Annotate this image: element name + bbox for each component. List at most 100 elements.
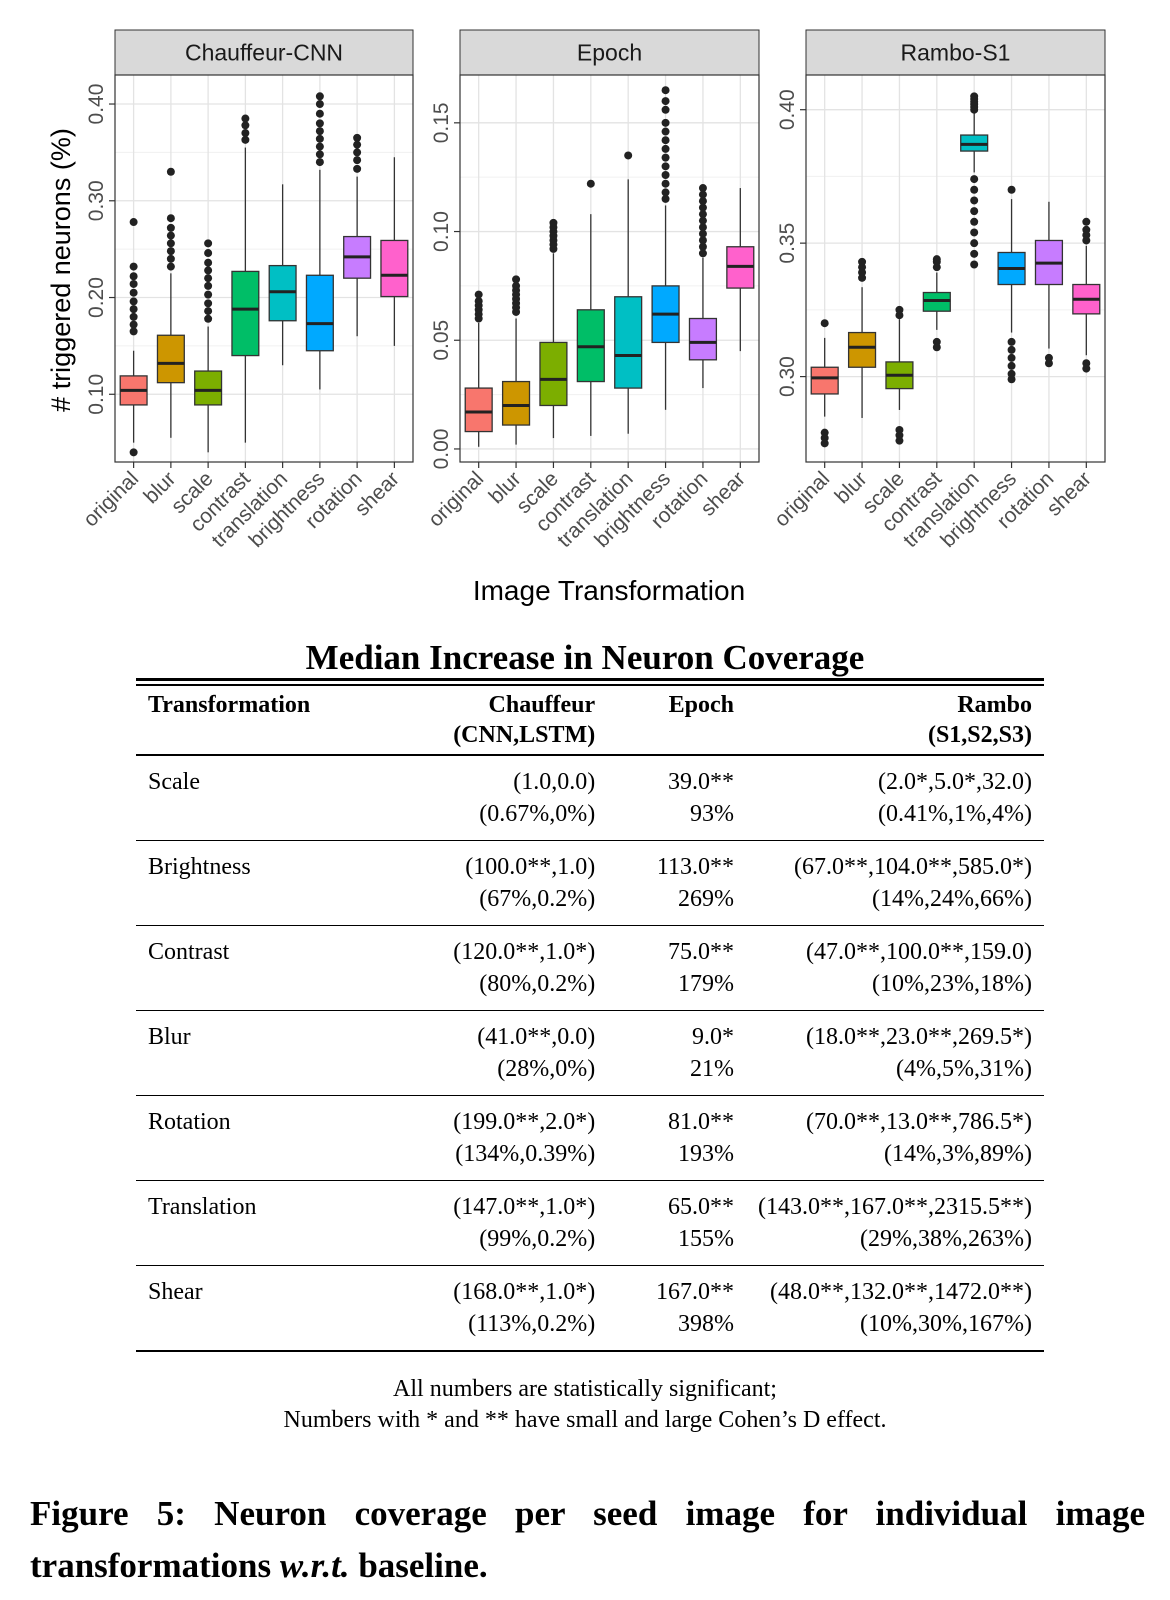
outlier-point bbox=[1007, 185, 1016, 194]
header-chauffeur: Chauffeur (CNN,LSTM) bbox=[390, 680, 607, 755]
outlier-point bbox=[204, 274, 213, 283]
cell-rambo-line: (14%,3%,89%) bbox=[884, 1141, 1032, 1167]
cell-rambo-line: (67.0**,104.0**,585.0*) bbox=[794, 854, 1032, 880]
outlier-point bbox=[970, 260, 979, 269]
cell-epoch: 167.0** 398% bbox=[607, 1266, 746, 1352]
cell-transformation: Rotation bbox=[136, 1096, 390, 1181]
cell-epoch: 9.0* 21% bbox=[607, 1011, 746, 1096]
cell-rambo-line: (4%,5%,31%) bbox=[896, 1056, 1032, 1082]
box-contrast bbox=[231, 270, 260, 357]
table-note: All numbers are statistically significan… bbox=[393, 1376, 777, 1402]
outlier-point bbox=[353, 156, 362, 165]
outlier-point bbox=[166, 247, 175, 256]
cell-rambo-line: (48.0**,132.0**,1472.0**) bbox=[770, 1279, 1032, 1305]
outlier-point bbox=[1007, 345, 1016, 354]
outlier-point bbox=[661, 162, 670, 171]
outlier-point bbox=[661, 127, 670, 136]
y-axis-title: # triggered neurons (%) bbox=[46, 128, 76, 412]
outlier-point bbox=[353, 140, 362, 149]
outlier-point bbox=[698, 197, 707, 206]
box-scale bbox=[539, 341, 568, 407]
outlier-point bbox=[820, 319, 829, 328]
outlier-point bbox=[129, 288, 138, 297]
outlier-point bbox=[970, 196, 979, 205]
coverage-table: Transformation Chauffeur (CNN,LSTM) Epoc… bbox=[136, 680, 1044, 1352]
header-epoch: Epoch bbox=[668, 692, 735, 718]
cell-transformation-line: Scale bbox=[148, 769, 200, 795]
outlier-point bbox=[698, 210, 707, 219]
cell-transformation: Scale bbox=[136, 755, 390, 841]
outlier-point bbox=[129, 218, 138, 227]
outlier-point bbox=[970, 185, 979, 194]
caption-tail: baseline. bbox=[349, 1546, 488, 1585]
table-row: Shear (168.0**,1.0*) (113%,0.2%) 167.0** 398… bbox=[136, 1266, 1044, 1352]
outlier-point bbox=[586, 179, 595, 188]
outlier-point bbox=[1007, 375, 1016, 384]
outlier-point bbox=[661, 105, 670, 114]
outlier-point bbox=[315, 127, 324, 136]
x-tick-label: original bbox=[79, 467, 143, 531]
y-tick-label: 0.35 bbox=[776, 223, 799, 264]
outlier-point bbox=[624, 151, 633, 160]
cell-epoch: 81.0** 193% bbox=[607, 1096, 746, 1181]
outlier-point bbox=[512, 275, 521, 284]
outlier-point bbox=[698, 190, 707, 199]
y-tick-label: 0.10 bbox=[85, 374, 108, 415]
cell-rambo: (18.0**,23.0**,269.5*) (4%,5%,31%) bbox=[746, 1011, 1044, 1096]
cell-epoch-line: 398% bbox=[678, 1311, 735, 1337]
outlier-point bbox=[129, 272, 138, 281]
cell-epoch-line: 155% bbox=[678, 1226, 735, 1252]
cell-rambo: (143.0**,167.0**,2315.5**) (29%,38%,263%) bbox=[746, 1181, 1044, 1266]
table-top-rule-inner bbox=[136, 684, 1044, 686]
facet-strip bbox=[114, 29, 414, 76]
y-tick-label: 0.20 bbox=[85, 277, 108, 318]
outlier-point bbox=[1044, 359, 1053, 368]
panel-border bbox=[459, 74, 760, 463]
table-notes: All numbers are statistically significan… bbox=[0, 1374, 1170, 1436]
cell-epoch-line: 93% bbox=[690, 801, 735, 827]
cell-chauffeur-line: (100.0**,1.0) bbox=[465, 854, 596, 880]
cell-rambo-line: (2.0*,5.0*,32.0) bbox=[878, 769, 1032, 795]
table-row: Contrast (120.0**,1.0*) (80%,0.2%) 75.0** 17… bbox=[136, 926, 1044, 1011]
outlier-point bbox=[241, 121, 250, 130]
figure-caption: Figure 5: Neuron coverage per seed image… bbox=[30, 1488, 1145, 1592]
outlier-point bbox=[970, 228, 979, 237]
cell-epoch: 65.0** 155% bbox=[607, 1181, 746, 1266]
cell-transformation-line: Brightness bbox=[148, 854, 251, 880]
outlier-point bbox=[353, 133, 362, 142]
outlier-point bbox=[895, 436, 904, 445]
outlier-point bbox=[970, 217, 979, 226]
cell-chauffeur-line: (168.0**,1.0*) bbox=[453, 1279, 596, 1305]
cell-epoch-line: 9.0* bbox=[692, 1024, 735, 1050]
facet-strip bbox=[805, 29, 1106, 76]
outlier-point bbox=[241, 114, 250, 123]
outlier-point bbox=[1082, 225, 1091, 234]
caption-lead: Figure 5: Neuron coverage per seed image… bbox=[30, 1494, 1145, 1585]
box-original bbox=[810, 366, 839, 395]
outlier-point bbox=[315, 119, 324, 128]
cell-rambo-line: (70.0**,13.0**,786.5*) bbox=[806, 1109, 1032, 1135]
cell-epoch-line: 21% bbox=[690, 1056, 735, 1082]
cell-rambo-line: (143.0**,167.0**,2315.5**) bbox=[758, 1194, 1032, 1220]
table-row: Rotation (199.0**,2.0*) (134%,0.39%) 81.0**… bbox=[136, 1096, 1044, 1181]
cell-epoch: 75.0** 179% bbox=[607, 926, 746, 1011]
outlier-point bbox=[1082, 217, 1091, 226]
cell-epoch: 113.0** 269% bbox=[607, 841, 746, 926]
outlier-point bbox=[698, 216, 707, 225]
outlier-point bbox=[661, 144, 670, 153]
outlier-point bbox=[204, 290, 213, 299]
facet-title: Epoch bbox=[577, 40, 642, 66]
cell-epoch-line: 39.0** bbox=[668, 769, 735, 795]
box-blur bbox=[156, 334, 185, 384]
outlier-point bbox=[204, 239, 213, 248]
outlier-point bbox=[820, 439, 829, 448]
cell-chauffeur-line: (41.0**,0.0) bbox=[477, 1024, 596, 1050]
x-tick-label: original bbox=[770, 467, 834, 531]
cell-chauffeur-line: (134%,0.39%) bbox=[455, 1141, 596, 1167]
box-brightness bbox=[305, 274, 334, 352]
outlier-point bbox=[970, 92, 979, 101]
cell-rambo: (70.0**,13.0**,786.5*) (14%,3%,89%) bbox=[746, 1096, 1044, 1181]
cell-chauffeur: (41.0**,0.0) (28%,0%) bbox=[390, 1011, 607, 1096]
table-body: Scale (1.0,0.0) (0.67%,0%) 39.0** 93% (2.0*,5… bbox=[136, 755, 1044, 1351]
cell-chauffeur-line: (1.0,0.0) bbox=[513, 769, 596, 795]
